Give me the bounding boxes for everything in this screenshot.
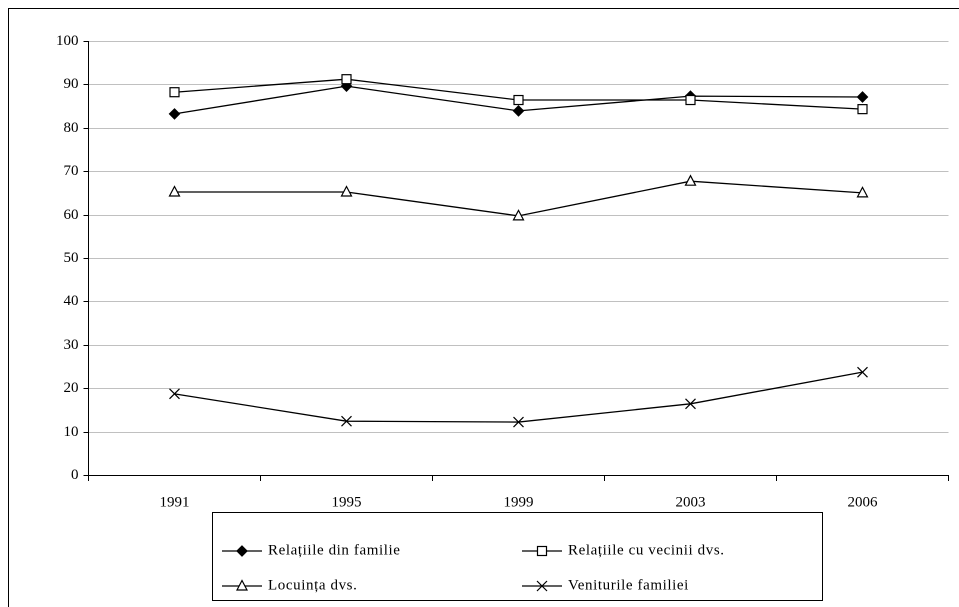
y-tick-label: 50 — [64, 250, 79, 266]
x-tick-label: 2006 — [848, 494, 879, 510]
x-tick-label: 1999 — [504, 494, 534, 510]
y-tick-label: 30 — [64, 337, 79, 353]
legend-label: Relațiile cu vecinii dvs. — [568, 542, 725, 558]
legend-label: Relațiile din familie — [268, 542, 401, 558]
y-tick-label: 20 — [64, 380, 79, 396]
marker — [856, 91, 869, 103]
marker — [513, 416, 524, 428]
x-tick-label: 2003 — [676, 494, 706, 510]
marker — [685, 94, 696, 106]
marker — [684, 174, 697, 186]
y-tick-label: 40 — [64, 293, 79, 309]
marker — [169, 388, 180, 400]
y-tick-label: 0 — [71, 467, 79, 483]
marker — [857, 366, 868, 378]
marker — [685, 398, 696, 410]
marker — [340, 185, 353, 197]
y-tick-label: 80 — [64, 120, 79, 136]
marker — [536, 545, 548, 557]
x-tick-label: 1995 — [332, 494, 362, 510]
marker — [236, 545, 248, 557]
marker — [168, 108, 181, 120]
legend-box — [212, 512, 823, 601]
marker — [168, 185, 181, 197]
marker — [169, 87, 180, 98]
y-tick-label: 100 — [56, 33, 79, 49]
marker — [341, 74, 352, 85]
series-line — [174, 371, 863, 423]
y-tick-label: 90 — [64, 76, 79, 92]
legend-label: Veniturile familiei — [568, 577, 689, 593]
marker — [857, 104, 868, 115]
marker — [856, 186, 869, 198]
marker — [513, 94, 524, 106]
x-tick-label: 1991 — [160, 494, 190, 510]
marker — [512, 209, 525, 221]
y-tick-label: 70 — [64, 163, 79, 179]
legend-label: Locuința dvs. — [268, 577, 357, 593]
marker — [512, 105, 525, 117]
chart-frame — [8, 8, 959, 607]
marker — [236, 579, 248, 591]
marker — [536, 580, 548, 592]
marker — [341, 415, 352, 427]
y-tick-label: 60 — [64, 207, 79, 223]
y-tick-label: 10 — [64, 424, 79, 440]
